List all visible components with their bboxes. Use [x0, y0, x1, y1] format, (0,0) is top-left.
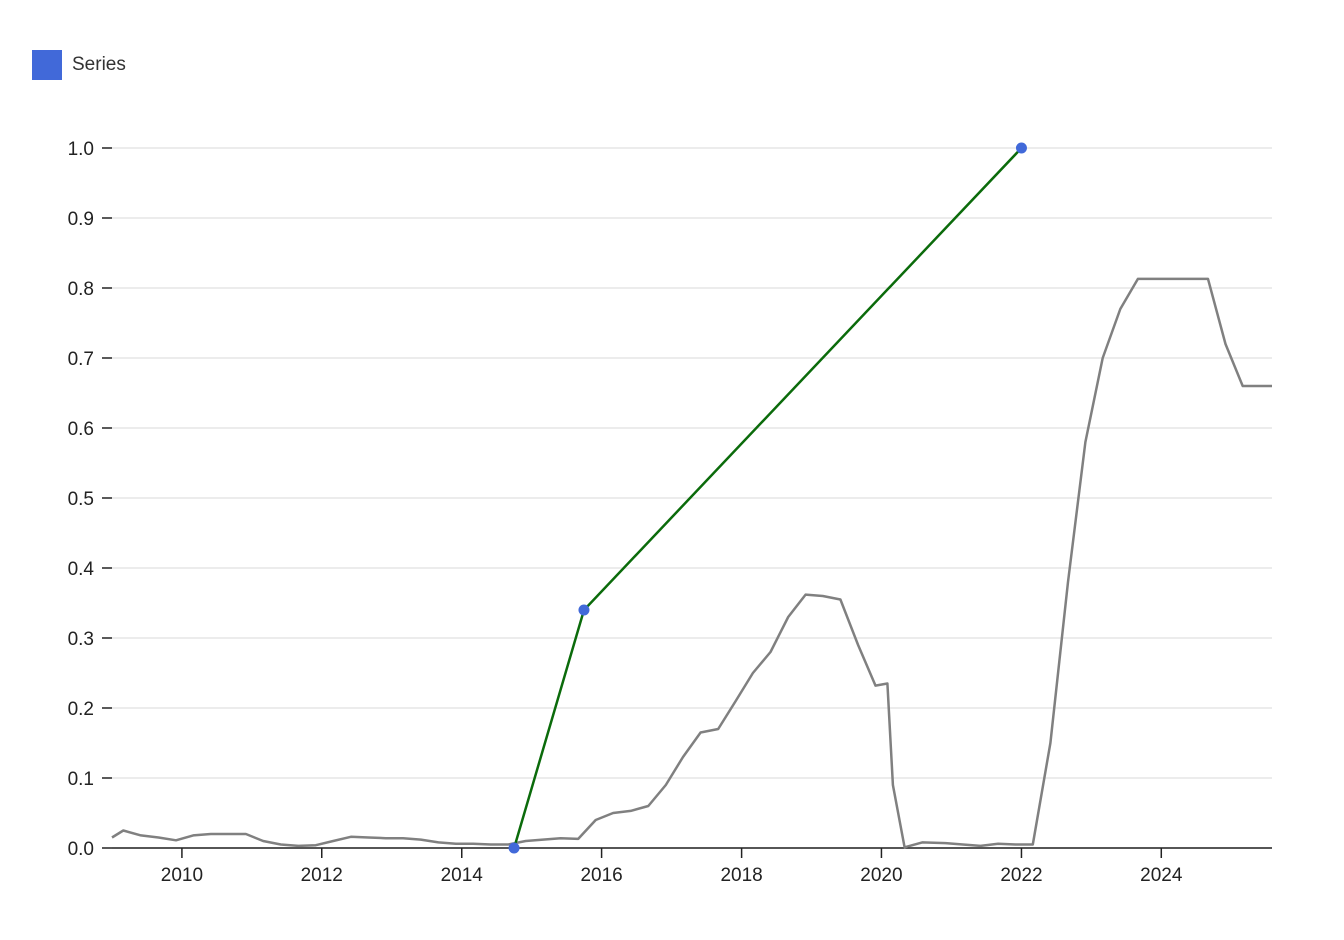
legend-swatch	[32, 50, 62, 80]
y-tick-label: 0.7	[68, 349, 94, 370]
x-tick-label: 2020	[860, 865, 902, 886]
legend-label: Series	[72, 54, 126, 75]
series-point	[578, 604, 590, 616]
y-tick-label: 0.1	[68, 769, 94, 790]
y-tick-label: 0.8	[68, 279, 94, 300]
plot-area	[111, 142, 1272, 854]
x-tick-label: 2012	[301, 865, 343, 886]
axes: 0.0 0.1 0.2 0.3 0.4 0.5 0.6 0.7 0.8 0.9 1.0 2010 201…	[68, 139, 1272, 886]
x-tick-label: 2010	[161, 865, 203, 886]
y-tick-label: 0.4	[68, 559, 95, 580]
background-series-line	[111, 277, 1272, 849]
x-tick-label: 2024	[1140, 865, 1183, 886]
y-tick-label: 0.5	[68, 489, 94, 510]
x-tick-label: 2022	[1000, 865, 1042, 886]
series-point	[508, 842, 520, 854]
x-tick-label: 2014	[441, 865, 484, 886]
y-tick-label: 0.9	[68, 209, 94, 230]
y-tick-label: 0.6	[68, 419, 94, 440]
y-tick-label: 1.0	[68, 139, 94, 160]
y-tick-label: 0.0	[68, 839, 94, 860]
y-tick-label: 0.2	[68, 699, 94, 720]
series-point	[1015, 142, 1027, 154]
x-tick-label: 2018	[720, 865, 762, 886]
y-tick-label: 0.3	[68, 629, 94, 650]
legend: Series	[32, 50, 126, 80]
x-tick-label: 2016	[580, 865, 622, 886]
